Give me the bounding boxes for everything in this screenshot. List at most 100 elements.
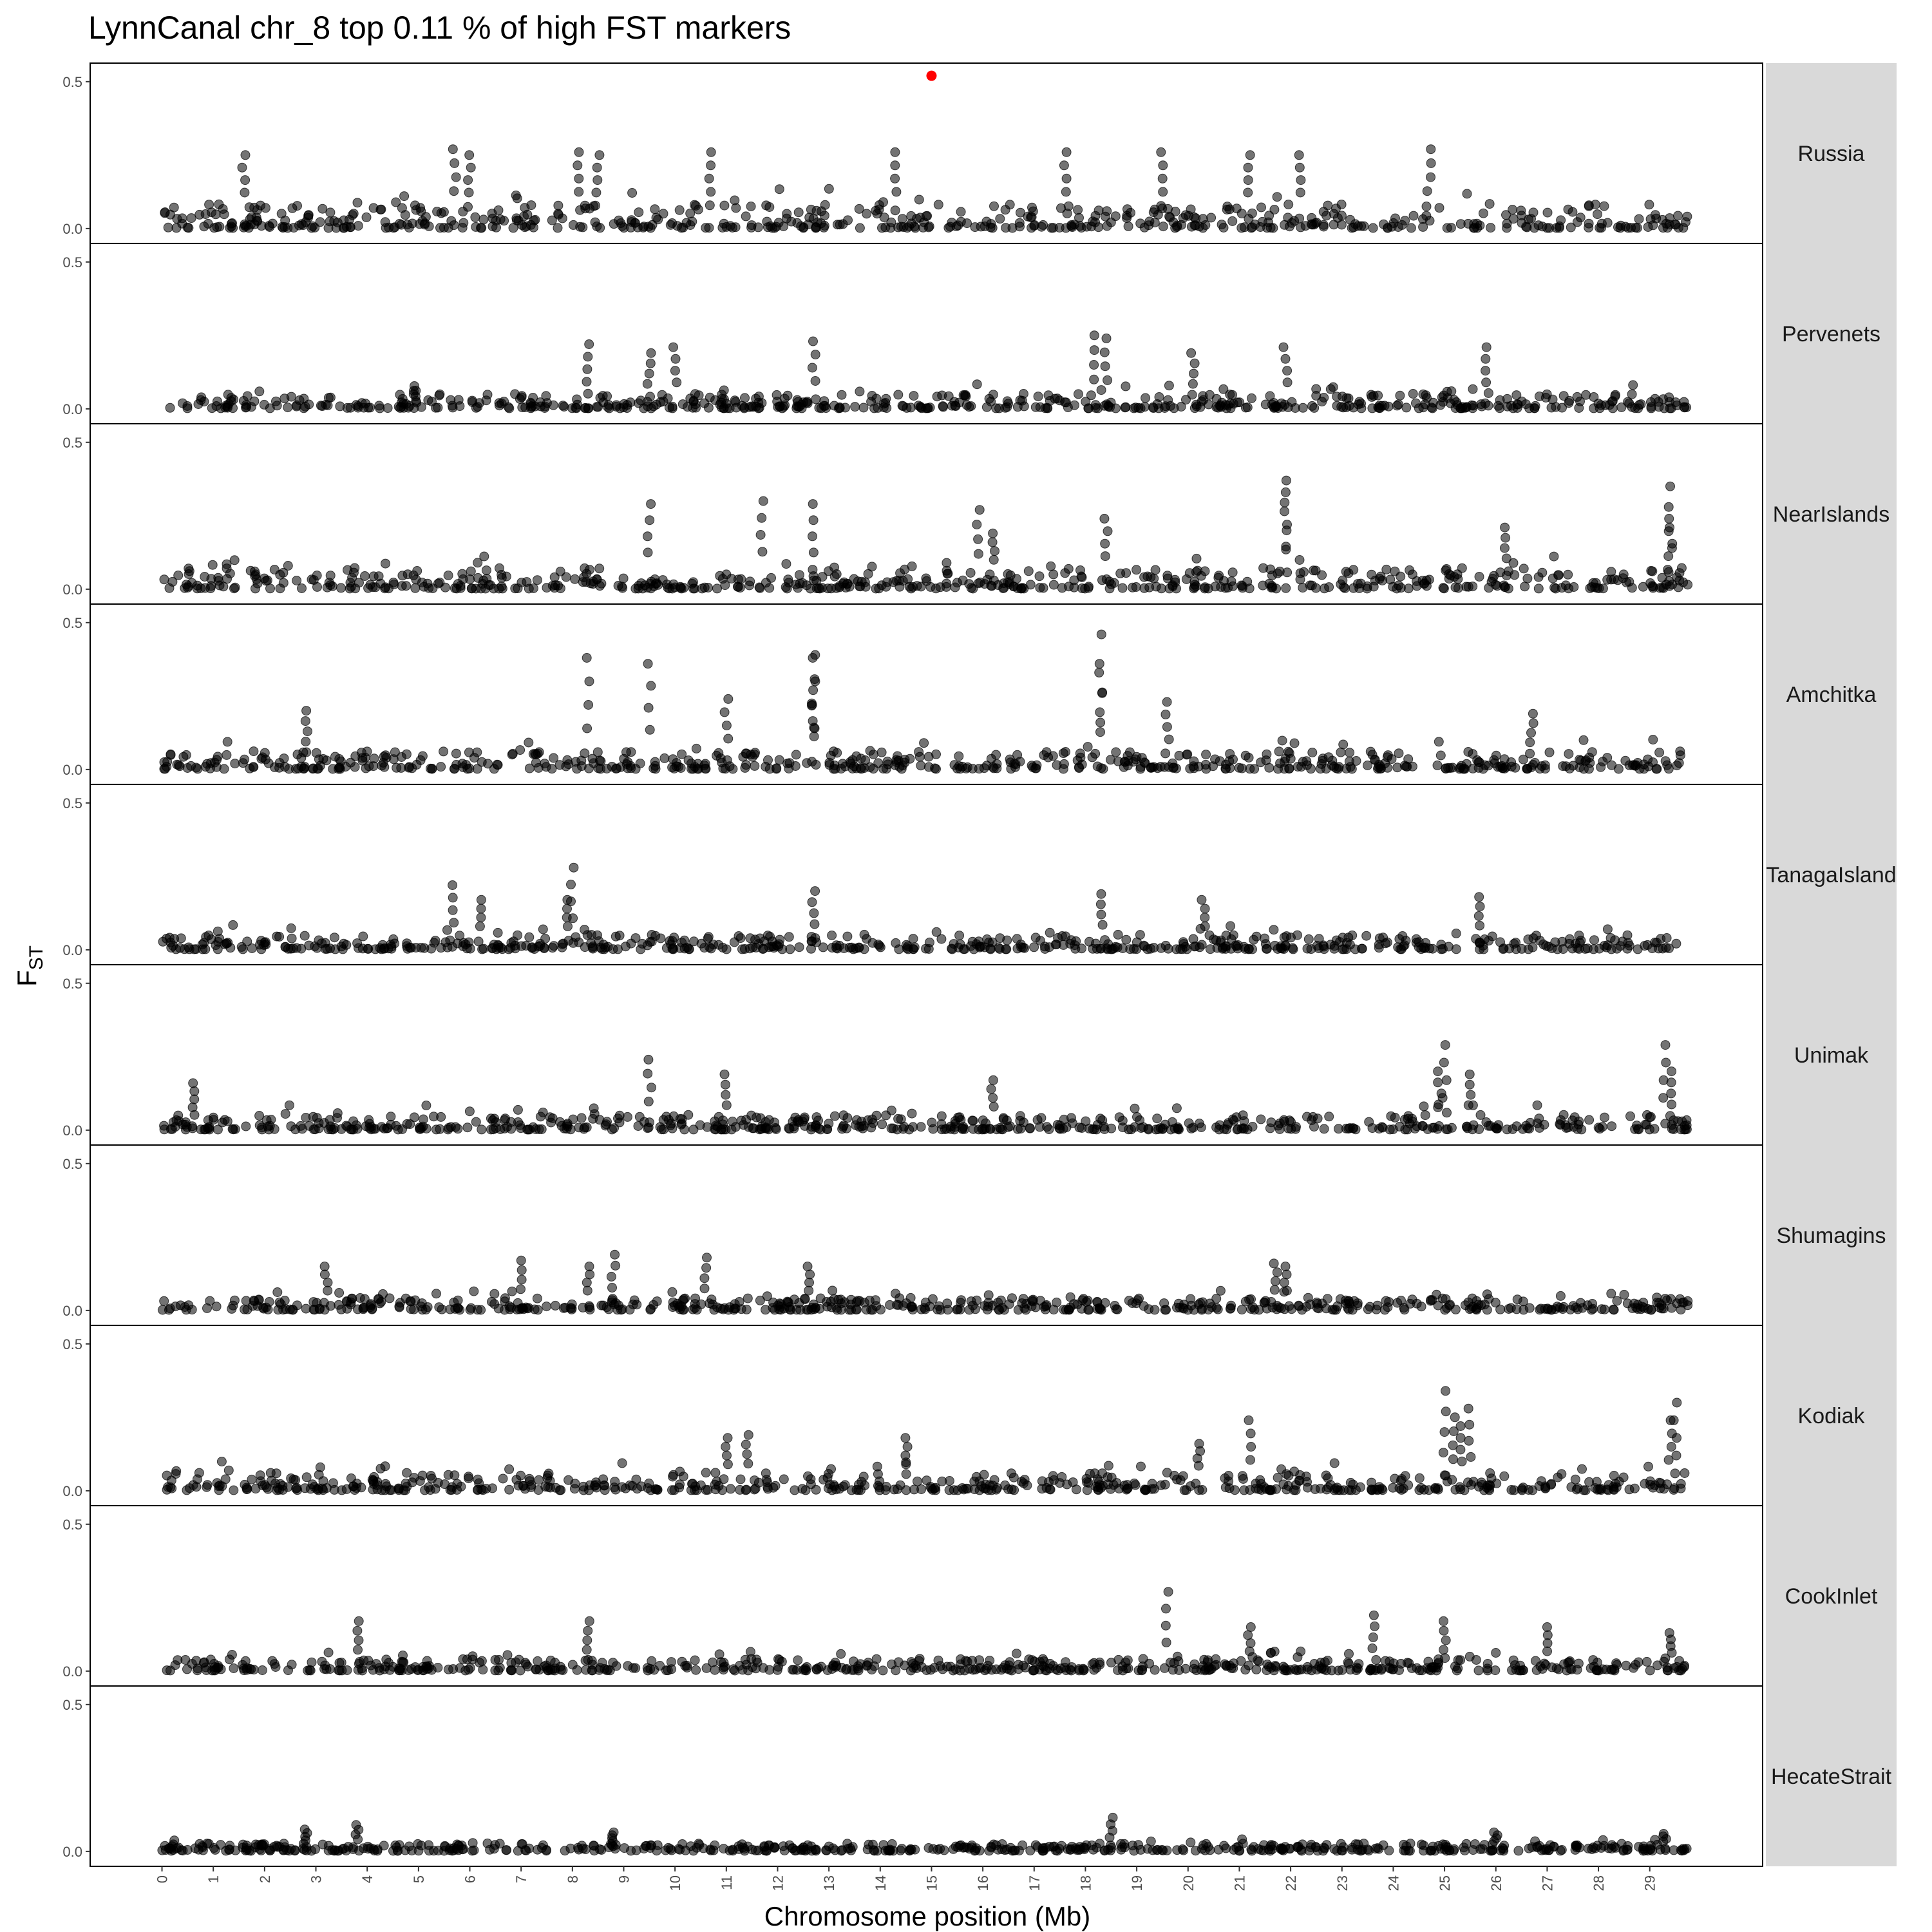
peak-point <box>900 1433 911 1443</box>
data-point <box>1519 564 1529 574</box>
data-point <box>292 1483 302 1493</box>
data-point <box>1046 561 1056 571</box>
data-point <box>714 748 724 758</box>
data-point <box>1220 583 1231 593</box>
peak-point <box>643 1054 654 1065</box>
data-point <box>1016 940 1026 949</box>
peak-point <box>562 913 572 923</box>
data-point <box>1446 1122 1457 1133</box>
peak-point <box>743 1459 753 1469</box>
y-tick-label: 0.5 <box>62 1517 82 1533</box>
data-point <box>1030 933 1041 943</box>
data-point <box>791 1305 802 1315</box>
data-point <box>368 761 379 772</box>
data-point <box>240 1304 250 1314</box>
data-point <box>1345 748 1355 758</box>
peak-point <box>646 348 656 358</box>
data-point <box>1640 941 1650 951</box>
data-point <box>691 402 701 413</box>
data-point <box>532 1293 542 1303</box>
data-point <box>1418 214 1428 224</box>
data-point <box>1329 1458 1340 1468</box>
peak-point <box>449 918 459 928</box>
peak-point <box>1096 629 1106 639</box>
peak-point <box>1422 186 1432 196</box>
data-point <box>1317 1298 1327 1309</box>
data-point <box>1273 1473 1283 1482</box>
data-point <box>1140 941 1150 951</box>
data-point <box>495 401 504 411</box>
data-point <box>316 401 326 411</box>
data-point <box>1233 943 1243 954</box>
data-point <box>1566 222 1576 232</box>
peak-point <box>610 1249 620 1260</box>
data-point <box>1111 1304 1121 1314</box>
data-point <box>1375 764 1385 774</box>
data-point <box>1372 1485 1383 1495</box>
data-point <box>860 1481 870 1491</box>
data-point <box>1572 217 1582 227</box>
data-point <box>813 1115 823 1126</box>
data-point <box>165 1303 175 1314</box>
data-point <box>352 1479 362 1489</box>
peak-point <box>1157 173 1168 184</box>
data-point <box>1530 1656 1540 1666</box>
peak-point <box>1243 175 1253 185</box>
data-point <box>1471 1304 1481 1314</box>
data-point <box>510 389 520 399</box>
peak-point <box>1667 538 1678 549</box>
data-point <box>1341 402 1352 412</box>
data-point <box>777 403 788 413</box>
data-point <box>1520 582 1530 592</box>
data-point <box>564 936 574 946</box>
peak-point <box>808 685 819 696</box>
data-point <box>1522 573 1533 583</box>
peak-point <box>1280 506 1289 516</box>
data-point <box>1408 389 1418 399</box>
data-point <box>1189 756 1199 766</box>
data-point <box>464 1473 474 1484</box>
data-point <box>402 1468 412 1478</box>
data-point <box>1281 583 1291 593</box>
data-point <box>972 379 982 390</box>
data-point <box>913 1476 922 1486</box>
data-point <box>757 1121 767 1132</box>
data-point <box>1679 1124 1689 1135</box>
data-point <box>408 389 419 399</box>
data-point <box>877 1119 887 1130</box>
data-point <box>199 397 209 407</box>
data-point <box>1246 1294 1256 1304</box>
data-point <box>334 1288 345 1298</box>
data-point <box>319 1298 329 1308</box>
data-point <box>1082 1485 1092 1495</box>
peak-point <box>1667 1428 1677 1439</box>
data-point <box>1132 565 1142 575</box>
data-point <box>838 759 848 769</box>
data-point <box>1244 753 1254 762</box>
data-point <box>256 753 267 764</box>
data-point <box>1544 747 1555 757</box>
data-point <box>1200 759 1211 770</box>
peak-point <box>1434 1099 1444 1110</box>
data-point <box>802 580 812 591</box>
data-point <box>418 1114 428 1124</box>
data-point <box>738 1120 748 1130</box>
data-point <box>458 574 468 584</box>
data-point <box>1172 222 1182 232</box>
data-point <box>1319 393 1329 402</box>
data-point <box>481 395 491 406</box>
data-point <box>806 1479 816 1490</box>
data-point <box>345 757 355 768</box>
data-point <box>1422 393 1432 403</box>
data-point <box>1121 402 1131 412</box>
data-point <box>1170 1470 1179 1481</box>
data-point <box>1274 1118 1285 1128</box>
data-point <box>1455 219 1466 229</box>
peak-point <box>448 905 458 915</box>
data-point <box>724 761 735 772</box>
data-point <box>553 223 563 233</box>
data-point <box>174 1116 184 1126</box>
data-point <box>921 403 931 413</box>
data-point <box>878 764 889 774</box>
